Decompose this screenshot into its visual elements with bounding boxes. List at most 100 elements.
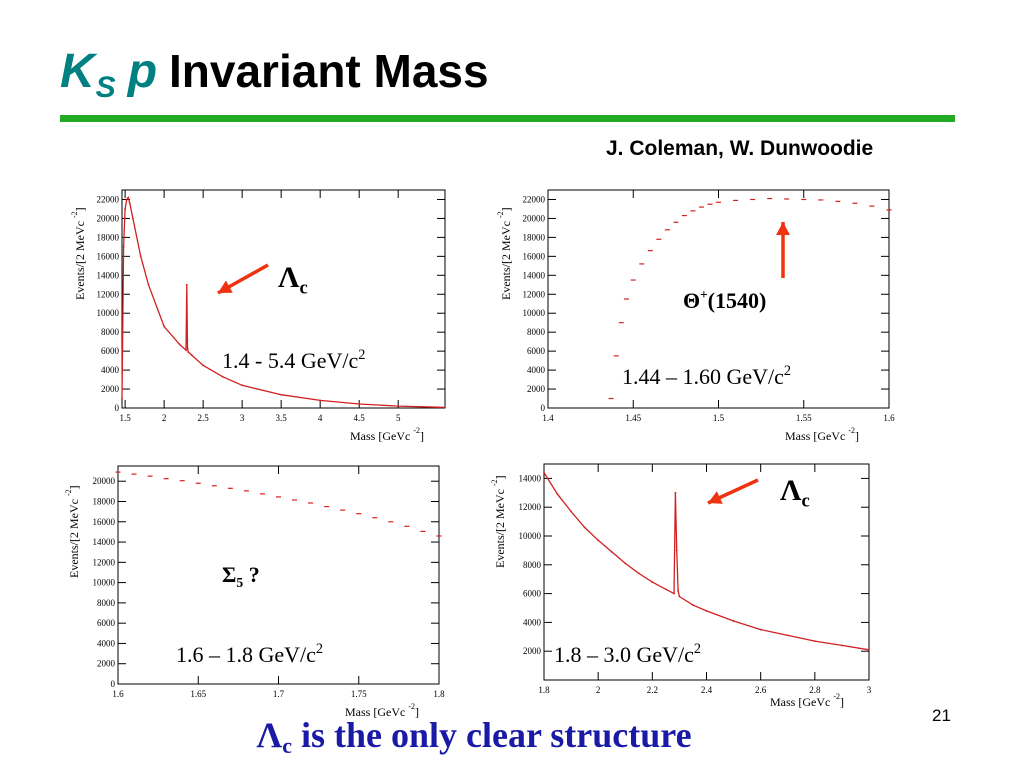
arrow-head [708, 491, 723, 504]
y-tick-label: 8000 [97, 598, 116, 608]
y-axis-label-close: ] [493, 475, 507, 479]
y-tick-label: 0 [115, 403, 120, 413]
y-axis-label: Events/[2 MeVc -2] [496, 207, 513, 300]
y-tick-label: 2000 [101, 384, 120, 394]
y-tick-label: 10000 [93, 578, 116, 588]
data-line [543, 472, 870, 651]
x-tick-label: 2 [162, 413, 167, 423]
data-line [121, 196, 446, 409]
x-tick-label: 3 [867, 685, 872, 695]
data-point [813, 640, 816, 643]
y-axis-label-close: ] [73, 207, 87, 211]
arrow-head [776, 222, 790, 235]
y-tick-label: 22000 [523, 194, 546, 204]
data-point [677, 589, 679, 592]
data-point [583, 526, 586, 529]
x-axis-label-close: ] [840, 695, 844, 709]
annotation-rest: (1540) [708, 288, 767, 313]
y-tick-label: 6000 [101, 346, 120, 356]
x-axis-label-close: ] [855, 429, 859, 443]
x-tick-label: 3 [240, 413, 245, 423]
x-axis-label-exp: -2 [408, 702, 415, 711]
data-point [692, 604, 694, 607]
x-tick-label: 1.8 [433, 689, 445, 699]
data-point [185, 283, 188, 286]
y-tick-label: 8000 [523, 560, 542, 570]
x-tick-label: 3.5 [276, 413, 288, 423]
y-axis-label-close: ] [67, 485, 81, 489]
y-tick-label: 6000 [527, 346, 546, 356]
data-point [125, 198, 128, 201]
x-tick-label: 1.65 [190, 689, 206, 699]
y-tick-label: 20000 [523, 213, 546, 223]
y-tick-label: 2000 [523, 646, 542, 656]
data-point [705, 609, 708, 612]
x-axis-label: Mass [GeVc -2] [770, 692, 844, 709]
y-tick-label: 22000 [97, 194, 120, 204]
authors: J. Coleman, W. Dunwoodie [606, 137, 874, 160]
chart-panel-1: 0 2000 4000 6000 8000 10000 12000 14000 16000 180… [70, 189, 446, 443]
data-point [163, 325, 166, 328]
y-tick-label: 0 [541, 403, 546, 413]
page-number: 21 [932, 706, 951, 725]
chart-panel-3: 0 2000 4000 6000 8000 10000 12000 14000 16000 180… [64, 465, 445, 719]
y-axis-label-exp: -2 [496, 211, 505, 218]
annotation-sub: c [300, 278, 308, 299]
data-point [127, 196, 130, 199]
range-label: 1.44 – 1.60 GeV/c2 [622, 363, 791, 389]
slide-title: KS p Invariant Mass [60, 44, 489, 114]
y-axis-label-exp: -2 [64, 489, 73, 496]
x-tick-label: 4 [318, 413, 323, 423]
data-point [221, 375, 224, 378]
x-tick-label: 2.4 [701, 685, 713, 695]
data-point [185, 349, 187, 352]
x-tick-label: 1.5 [713, 413, 725, 423]
data-point [841, 644, 843, 647]
y-tick-label: 20000 [93, 476, 116, 486]
annotation-sup: + [700, 287, 708, 302]
y-tick-label: 2000 [527, 384, 546, 394]
y-axis-label: Events/[2 MeVc -2] [64, 485, 81, 578]
y-tick-label: 6000 [97, 618, 116, 628]
x-tick-label: 1.4 [542, 413, 554, 423]
x-axis-label-exp: -2 [848, 426, 855, 435]
data-point [675, 549, 678, 552]
title-p: p [127, 45, 158, 98]
data-point [678, 595, 681, 598]
y-tick-label: 16000 [97, 251, 120, 261]
x-axis-label: Mass [GeVc -2] [345, 702, 419, 719]
x-tick-label: 2.8 [809, 685, 821, 695]
conclusion-lambda: Λ [256, 715, 283, 755]
data-series [543, 471, 870, 651]
data-point [651, 581, 654, 583]
x-tick-label: 1.8 [538, 685, 550, 695]
data-point [637, 572, 640, 575]
y-tick-label: 14000 [523, 270, 546, 280]
x-tick-label: 1.5 [119, 413, 131, 423]
y-tick-label: 4000 [97, 638, 116, 648]
range-label: 1.8 – 3.0 GeV/c2 [554, 641, 701, 667]
data-point [556, 493, 559, 496]
x-tick-label: 2 [596, 685, 601, 695]
data-point [570, 510, 572, 513]
data-point [139, 255, 142, 258]
x-tick-label: 1.7 [273, 689, 285, 699]
y-tick-label: 20000 [97, 213, 120, 223]
data-point [121, 397, 123, 400]
y-tick-label: 12000 [97, 289, 120, 299]
title-s-subscript: S [95, 71, 116, 104]
y-tick-label: 8000 [101, 327, 120, 337]
annotation-label: Λc [780, 474, 810, 512]
x-tick-label: 5 [396, 413, 401, 423]
x-axis-label-close: ] [420, 429, 424, 443]
data-point [674, 491, 677, 494]
annotation-sub: 5 [236, 575, 243, 590]
data-series [115, 471, 442, 537]
data-point [122, 245, 125, 248]
conclusion-lambda-sub: c [282, 733, 292, 758]
y-tick-label: 2000 [97, 659, 116, 669]
range-label-exp: 2 [784, 363, 791, 379]
annotation-sub: c [802, 491, 810, 512]
data-point [280, 393, 283, 396]
y-tick-label: 4000 [527, 365, 546, 375]
